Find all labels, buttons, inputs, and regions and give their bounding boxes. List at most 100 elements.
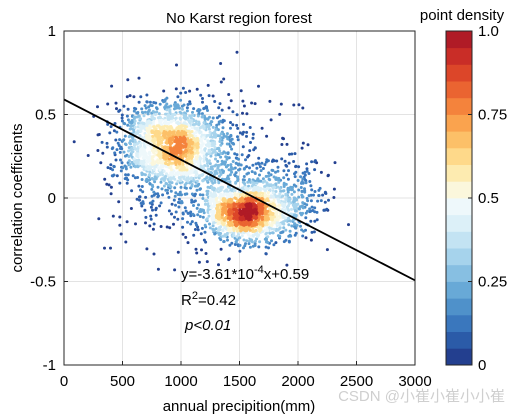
scatter-point	[200, 140, 204, 144]
scatter-point	[225, 135, 229, 139]
scatter-point	[206, 141, 210, 145]
scatter-point	[152, 252, 156, 256]
scatter-point	[230, 193, 234, 197]
scatter-point	[164, 161, 167, 165]
scatter-point	[207, 148, 211, 152]
scatter-point	[118, 108, 122, 112]
scatter-point	[145, 121, 149, 125]
scatter-point	[317, 194, 321, 197]
scatter-point	[149, 214, 153, 218]
scatter-point	[144, 221, 147, 225]
scatter-point	[148, 224, 152, 228]
scatter-point	[137, 121, 140, 125]
scatter-point	[220, 213, 224, 216]
scatter-point	[230, 223, 234, 227]
scatter-point	[201, 179, 205, 183]
scatter-point	[190, 147, 194, 151]
scatter-point	[281, 214, 285, 218]
scatter-point	[183, 145, 187, 149]
scatter-point	[222, 197, 226, 201]
scatter-point	[252, 198, 256, 202]
scatter-point	[292, 183, 296, 187]
scatter-point	[218, 189, 222, 193]
scatter-point	[254, 220, 258, 223]
colorbar-swatch	[446, 248, 472, 266]
scatter-point	[164, 120, 168, 124]
scatter-point	[212, 186, 216, 190]
scatter-point	[166, 191, 169, 195]
scatter-point	[176, 105, 180, 109]
scatter-point	[309, 184, 313, 188]
scatter-point	[129, 124, 133, 128]
scatter-point	[144, 162, 148, 166]
scatter-point	[159, 125, 163, 129]
scatter-point	[196, 151, 200, 155]
scatter-point	[238, 204, 242, 208]
scatter-point	[260, 194, 264, 198]
scatter-point	[287, 216, 290, 220]
scatter-point	[171, 132, 175, 136]
scatter-point	[139, 141, 143, 145]
scatter-point	[275, 215, 279, 219]
scatter-point	[301, 141, 305, 145]
scatter-point	[161, 193, 165, 197]
scatter-point	[141, 200, 145, 204]
scatter-point	[246, 155, 250, 159]
scatter-point	[227, 93, 231, 96]
scatter-point	[191, 113, 194, 117]
scatter-point	[248, 126, 252, 129]
scatter-point	[282, 226, 286, 230]
scatter-point	[228, 191, 232, 195]
scatter-point	[206, 167, 210, 171]
scatter-point	[145, 159, 149, 163]
scatter-point	[229, 121, 232, 124]
scatter-point	[105, 182, 109, 186]
scatter-point	[157, 112, 161, 116]
scatter-point	[221, 228, 225, 232]
scatter-point	[125, 95, 129, 99]
scatter-point	[260, 202, 264, 206]
scatter-point	[145, 100, 149, 104]
x-axis-ticks: 0 500 1000 1500 2000 2500 3000	[60, 361, 432, 390]
scatter-point	[239, 216, 243, 219]
scatter-point	[150, 104, 154, 108]
scatter-point	[241, 111, 244, 115]
scatter-point	[248, 203, 252, 207]
scatter-point	[109, 185, 113, 189]
scatter-point	[183, 126, 187, 130]
colorbar-swatch	[446, 214, 472, 232]
scatter-point	[247, 171, 250, 175]
scatter-point	[278, 223, 282, 227]
scatter-point	[229, 168, 233, 172]
scatter-point	[115, 130, 119, 134]
scatter-point	[253, 102, 257, 106]
scatter-point	[170, 168, 173, 172]
scatter-point	[176, 159, 180, 163]
scatter-point	[216, 205, 220, 208]
scatter-point	[237, 168, 240, 172]
scatter-point	[238, 208, 242, 212]
scatter-point	[234, 221, 238, 225]
scatter-point	[187, 145, 191, 149]
scatter-point	[173, 107, 176, 111]
scatter-point	[242, 175, 246, 178]
scatter-point	[206, 109, 209, 112]
scatter-point	[259, 191, 263, 195]
scatter-point	[156, 166, 160, 170]
scatter-point	[263, 163, 267, 167]
scatter-point	[207, 214, 211, 218]
scatter-point	[139, 124, 143, 128]
scatter-point	[250, 191, 254, 195]
scatter-point	[112, 164, 116, 168]
scatter-point	[126, 118, 130, 122]
scatter-point	[208, 130, 212, 134]
scatter-point	[250, 170, 254, 174]
scatter-point	[188, 89, 192, 93]
scatter-point	[234, 208, 238, 212]
equation-prefix: y=-3.61*10	[181, 266, 254, 283]
scatter-point	[123, 154, 127, 158]
scatter-point	[120, 113, 124, 117]
scatter-point	[232, 233, 236, 237]
scatter-point	[170, 147, 174, 151]
scatter-point	[195, 251, 199, 255]
